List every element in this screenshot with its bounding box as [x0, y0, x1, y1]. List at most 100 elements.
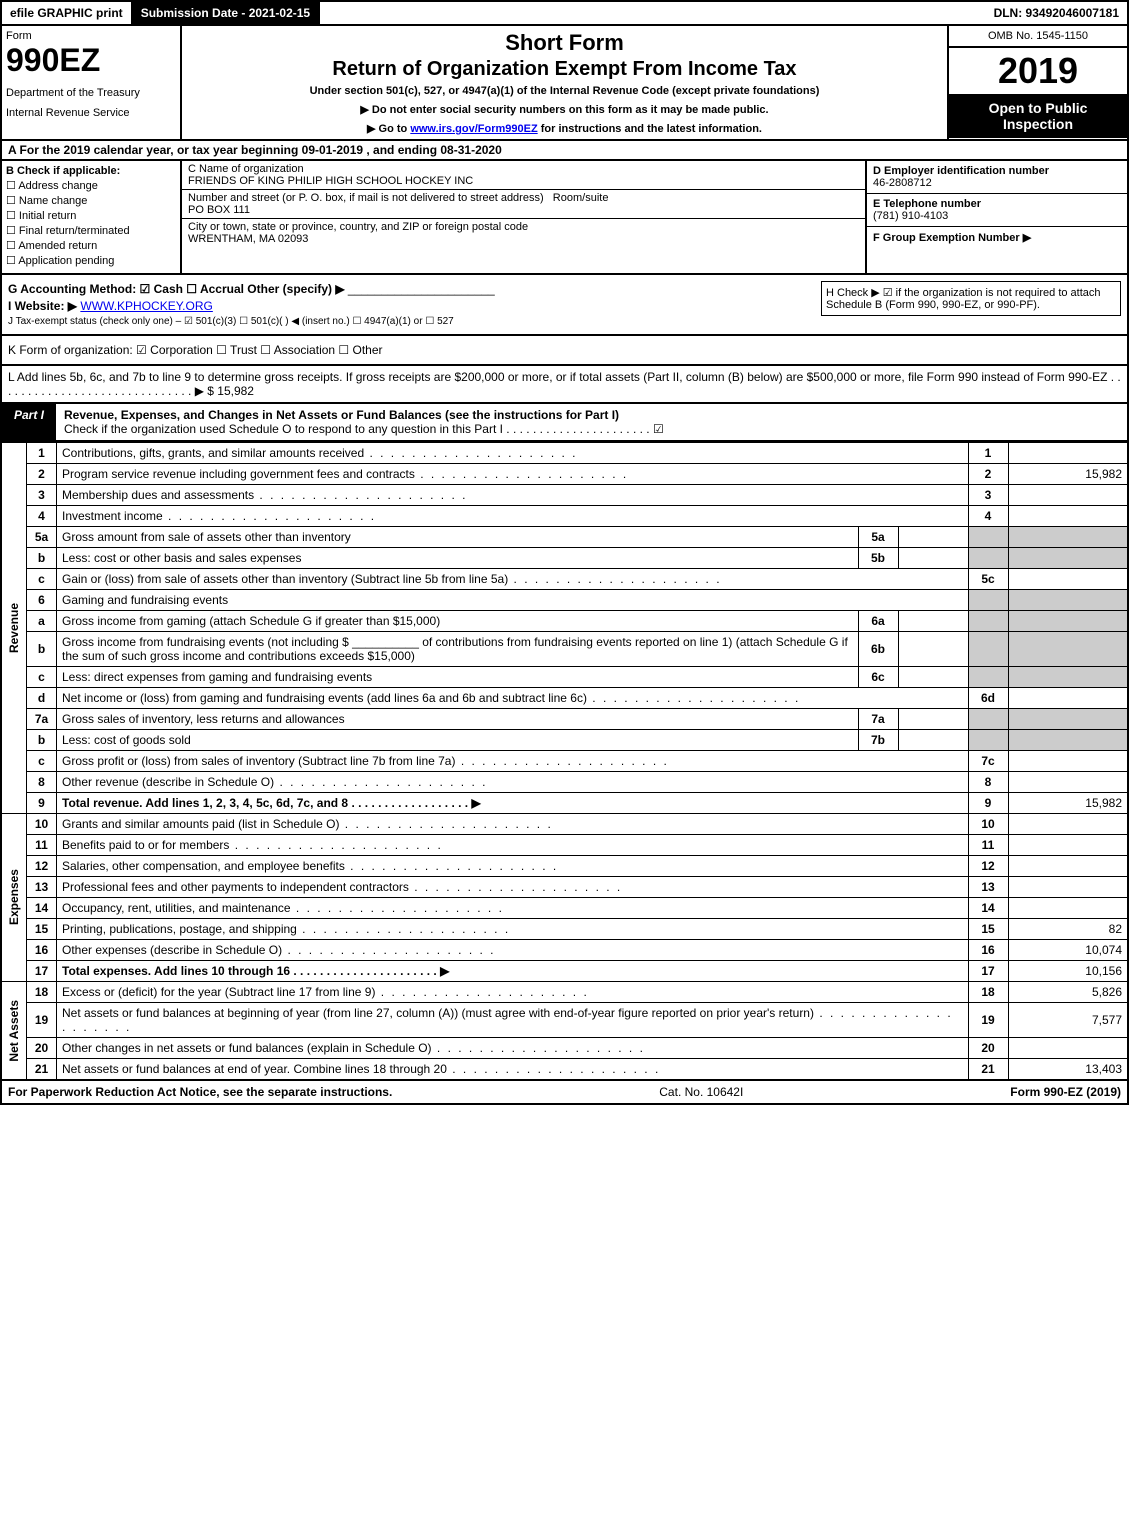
netassets-label: Net Assets [7, 1000, 21, 1062]
cb-name-change[interactable]: ☐ Name change [6, 194, 176, 207]
table-row: cLess: direct expenses from gaming and f… [1, 667, 1128, 688]
table-row: 7aGross sales of inventory, less returns… [1, 709, 1128, 730]
line-k-form-org: K Form of organization: ☑ Corporation ☐ … [8, 343, 1121, 357]
table-row: 11Benefits paid to or for members11 [1, 835, 1128, 856]
meta-block: H Check ▶ ☑ if the organization is not r… [0, 275, 1129, 336]
cb-address-change[interactable]: ☐ Address change [6, 179, 176, 192]
open-inspection: Open to Public Inspection [949, 94, 1127, 138]
ein-value: 46-2808712 [873, 177, 932, 189]
table-row: 20Other changes in net assets or fund ba… [1, 1038, 1128, 1059]
subtitle: Under section 501(c), 527, or 4947(a)(1)… [186, 85, 943, 97]
col-b-header: B Check if applicable: [6, 165, 176, 177]
info-grid: B Check if applicable: ☐ Address change … [0, 161, 1129, 275]
lines-table: Revenue1Contributions, gifts, grants, an… [0, 442, 1129, 1081]
efile-print-button[interactable]: efile GRAPHIC print [2, 2, 133, 24]
part1-title: Revenue, Expenses, and Changes in Net As… [56, 404, 1127, 440]
col-d-numbers: D Employer identification number 46-2808… [867, 161, 1127, 273]
footer-right: Form 990-EZ (2019) [1010, 1085, 1121, 1099]
footer-cat: Cat. No. 10642I [392, 1085, 1010, 1099]
form-number: 990EZ [6, 42, 176, 79]
website-link[interactable]: WWW.KPHOCKEY.ORG [80, 299, 212, 313]
form-label: Form [6, 30, 176, 42]
table-row: 19Net assets or fund balances at beginni… [1, 1003, 1128, 1038]
footer: For Paperwork Reduction Act Notice, see … [0, 1081, 1129, 1105]
tel-label: E Telephone number [873, 198, 981, 210]
header-left: Form 990EZ Department of the Treasury In… [2, 26, 182, 139]
cb-amended-return[interactable]: ☐ Amended return [6, 239, 176, 252]
ein-label: D Employer identification number [873, 165, 1049, 177]
table-row: aGross income from gaming (attach Schedu… [1, 611, 1128, 632]
tel-row: E Telephone number (781) 910-4103 [867, 194, 1127, 227]
org-name-row: C Name of organization FRIENDS OF KING P… [182, 161, 865, 190]
table-row: dNet income or (loss) from gaming and fu… [1, 688, 1128, 709]
table-row: cGross profit or (loss) from sales of in… [1, 751, 1128, 772]
section-a-tax-year: A For the 2019 calendar year, or tax yea… [0, 141, 1129, 161]
table-row: 13Professional fees and other payments t… [1, 877, 1128, 898]
part1-header: Part I Revenue, Expenses, and Changes in… [0, 404, 1129, 442]
part1-tab: Part I [2, 404, 56, 440]
col-b-checkboxes: B Check if applicable: ☐ Address change … [2, 161, 182, 273]
table-row: bLess: cost or other basis and sales exp… [1, 548, 1128, 569]
table-row: 9Total revenue. Add lines 1, 2, 3, 4, 5c… [1, 793, 1128, 814]
goto-link-line: ▶ Go to www.irs.gov/Form990EZ for instru… [186, 122, 943, 135]
table-row: 16Other expenses (describe in Schedule O… [1, 940, 1128, 961]
goto-post: for instructions and the latest informat… [541, 123, 762, 135]
table-row: 6Gaming and fundraising events [1, 590, 1128, 611]
warning-ssn: ▶ Do not enter social security numbers o… [186, 103, 943, 116]
group-row: F Group Exemption Number ▶ [867, 227, 1127, 248]
city-row: City or town, state or province, country… [182, 219, 865, 247]
submission-date-button[interactable]: Submission Date - 2021-02-15 [133, 2, 320, 24]
footer-left: For Paperwork Reduction Act Notice, see … [8, 1085, 392, 1099]
table-row: Net Assets18Excess or (deficit) for the … [1, 982, 1128, 1003]
header-right: OMB No. 1545-1150 2019 Open to Public In… [947, 26, 1127, 139]
expenses-label: Expenses [7, 869, 21, 925]
table-row: 2Program service revenue including gover… [1, 464, 1128, 485]
header-center: Short Form Return of Organization Exempt… [182, 26, 947, 139]
topbar: efile GRAPHIC print Submission Date - 20… [0, 0, 1129, 26]
org-name-label: C Name of organization [188, 163, 304, 175]
dept-treasury: Department of the Treasury [6, 87, 176, 99]
h-checkbox-note: H Check ▶ ☑ if the organization is not r… [821, 281, 1121, 316]
street-label: Number and street (or P. O. box, if mail… [188, 192, 544, 204]
street-value: PO BOX 111 [188, 204, 250, 216]
table-row: 14Occupancy, rent, utilities, and mainte… [1, 898, 1128, 919]
line-k-block: K Form of organization: ☑ Corporation ☐ … [0, 336, 1129, 366]
table-row: 15Printing, publications, postage, and s… [1, 919, 1128, 940]
form-header: Form 990EZ Department of the Treasury In… [0, 26, 1129, 141]
cb-application-pending[interactable]: ☐ Application pending [6, 254, 176, 267]
part1-subtitle: Check if the organization used Schedule … [64, 422, 664, 436]
goto-pre: ▶ Go to [367, 123, 410, 135]
tel-value: (781) 910-4103 [873, 210, 948, 222]
group-label: F Group Exemption Number ▶ [873, 232, 1031, 244]
ein-row: D Employer identification number 46-2808… [867, 161, 1127, 194]
cb-initial-return[interactable]: ☐ Initial return [6, 209, 176, 222]
org-name: FRIENDS OF KING PHILIP HIGH SCHOOL HOCKE… [188, 175, 473, 187]
room-label: Room/suite [553, 192, 609, 204]
cb-final-return[interactable]: ☐ Final return/terminated [6, 224, 176, 237]
city-label: City or town, state or province, country… [188, 221, 528, 233]
title-short-form: Short Form [186, 30, 943, 56]
line-j-tax-exempt: J Tax-exempt status (check only one) – ☑… [8, 316, 1121, 327]
table-row: cGain or (loss) from sale of assets othe… [1, 569, 1128, 590]
dln-label: DLN: 93492046007181 [986, 2, 1127, 24]
tax-year: 2019 [949, 48, 1127, 94]
omb-number: OMB No. 1545-1150 [949, 26, 1127, 48]
irs-link[interactable]: www.irs.gov/Form990EZ [410, 123, 537, 135]
table-row: Expenses10Grants and similar amounts pai… [1, 814, 1128, 835]
table-row: bLess: cost of goods sold7b [1, 730, 1128, 751]
table-row: 5aGross amount from sale of assets other… [1, 527, 1128, 548]
dept-irs: Internal Revenue Service [6, 107, 176, 119]
street-row: Number and street (or P. O. box, if mail… [182, 190, 865, 219]
title-return: Return of Organization Exempt From Incom… [186, 58, 943, 81]
table-row: Revenue1Contributions, gifts, grants, an… [1, 443, 1128, 464]
table-row: 3Membership dues and assessments3 [1, 485, 1128, 506]
table-row: 17Total expenses. Add lines 10 through 1… [1, 961, 1128, 982]
revenue-label: Revenue [7, 603, 21, 653]
col-c-org-info: C Name of organization FRIENDS OF KING P… [182, 161, 867, 273]
table-row: 8Other revenue (describe in Schedule O)8 [1, 772, 1128, 793]
website-label: I Website: ▶ [8, 299, 77, 313]
table-row: 12Salaries, other compensation, and empl… [1, 856, 1128, 877]
table-row: 21Net assets or fund balances at end of … [1, 1059, 1128, 1081]
table-row: bGross income from fundraising events (n… [1, 632, 1128, 667]
table-row: 4Investment income4 [1, 506, 1128, 527]
